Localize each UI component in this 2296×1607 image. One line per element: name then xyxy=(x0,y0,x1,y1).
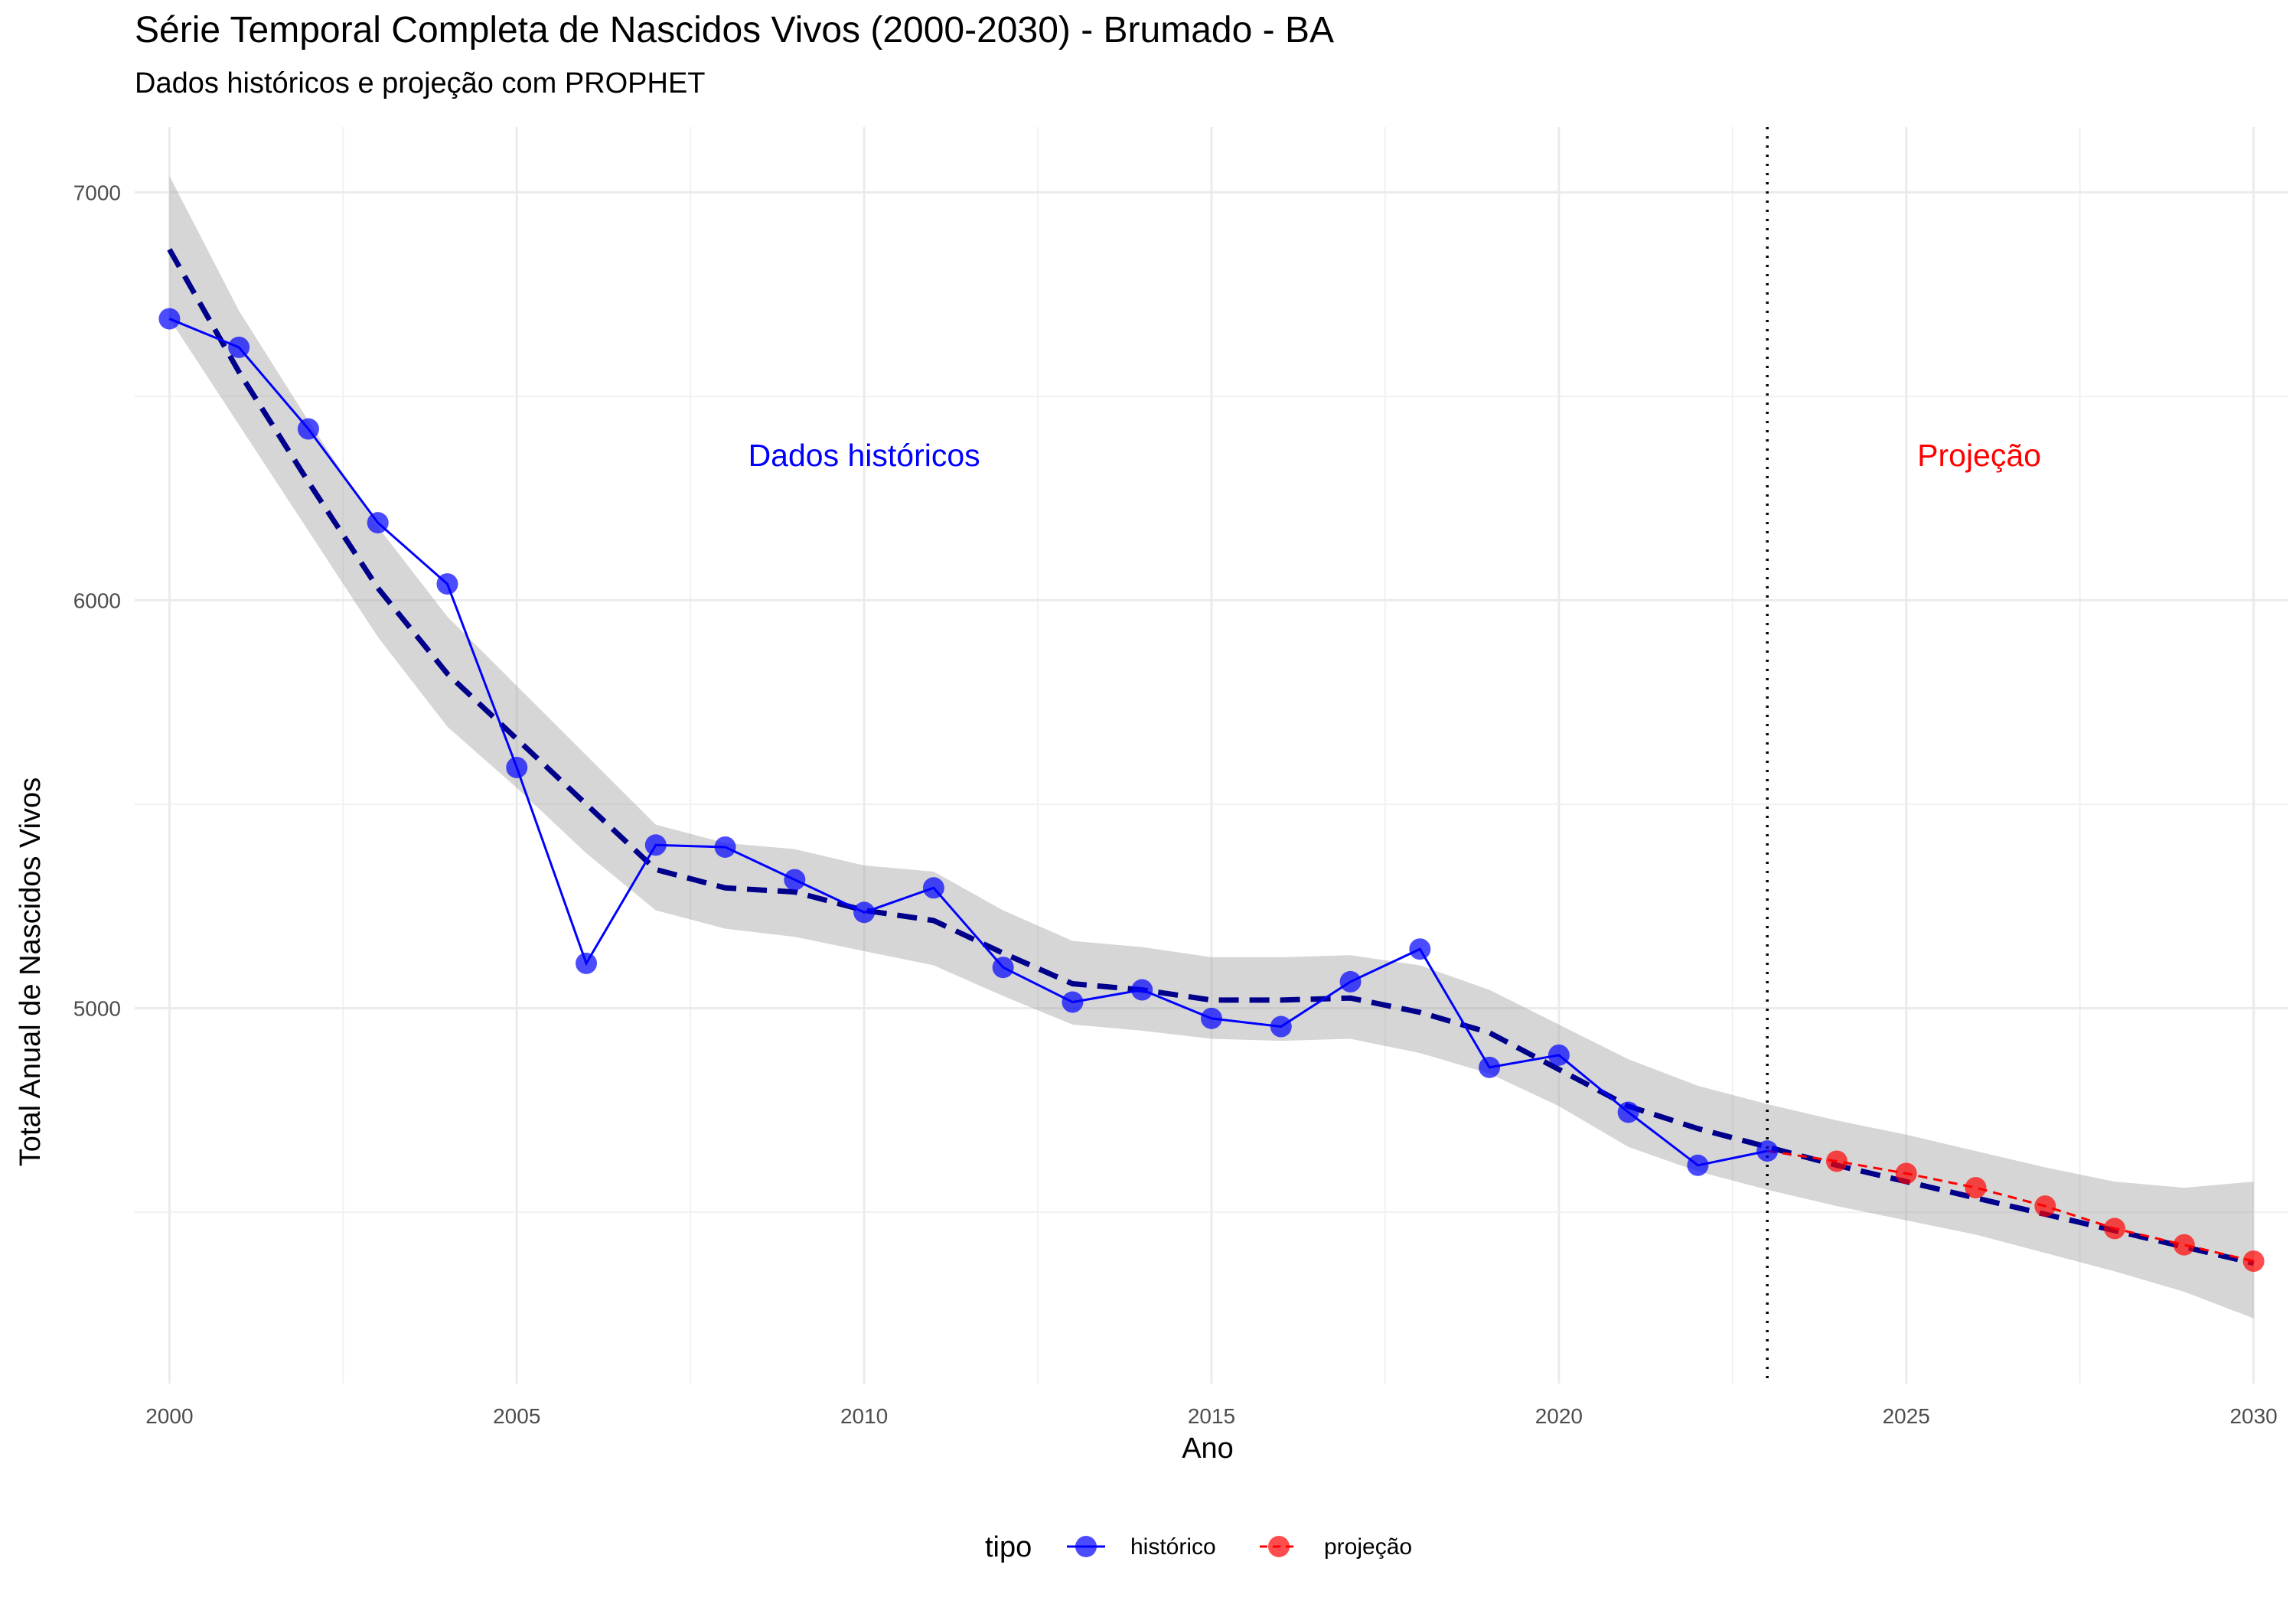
data-point xyxy=(714,836,736,858)
y-axis-title: Total Anual de Nascidos Vivos xyxy=(15,777,47,1166)
x-tick-label: 2020 xyxy=(1535,1404,1583,1428)
data-point xyxy=(1965,1177,1987,1199)
x-tick-label: 2025 xyxy=(1883,1404,1930,1428)
x-tick-label: 2030 xyxy=(2229,1404,2277,1428)
data-point xyxy=(158,308,181,330)
data-point xyxy=(1617,1101,1639,1123)
tick-labels: 2000 2005 2010 2015 2020 2025 2030 5000 6000 7000 xyxy=(73,181,2278,1428)
legend-title: tipo xyxy=(985,1531,1032,1563)
legend: tipo histórico projeção xyxy=(985,1531,1412,1563)
data-point xyxy=(1825,1150,1848,1172)
legend-item-projecao: projeção xyxy=(1260,1534,1412,1560)
data-point xyxy=(2173,1234,2195,1256)
data-point xyxy=(228,336,250,358)
data-point xyxy=(992,957,1014,979)
annotations: Dados históricos Projeção xyxy=(748,438,2041,473)
annotation-label: Dados históricos xyxy=(748,438,980,473)
data-point xyxy=(1131,979,1153,1001)
data-point xyxy=(1270,1015,1292,1038)
grid xyxy=(135,127,2288,1384)
data-point xyxy=(506,756,528,778)
legend-key-point-projecao xyxy=(1268,1536,1290,1557)
annotation-label: Projeção xyxy=(1917,438,2041,473)
data-point xyxy=(2242,1250,2265,1273)
data-point xyxy=(853,901,876,924)
series-line-0 xyxy=(168,318,1768,1167)
y-tick-label: 7000 xyxy=(73,181,121,204)
data-point xyxy=(1201,1007,1222,1029)
chart-subtitle: Dados históricos e projeção com PROPHET xyxy=(135,67,706,99)
x-tick-label: 2005 xyxy=(493,1404,540,1428)
x-axis-title: Ano xyxy=(1182,1433,1234,1465)
legend-item-historico: histórico xyxy=(1067,1534,1216,1560)
data-point xyxy=(922,877,944,899)
data-point xyxy=(367,512,389,534)
y-tick-label: 5000 xyxy=(73,997,121,1021)
data-point xyxy=(2034,1195,2056,1217)
data-point xyxy=(1548,1044,1570,1066)
y-tick-label: 6000 xyxy=(73,588,121,612)
data-point xyxy=(1409,938,1431,960)
data-point xyxy=(1339,970,1362,993)
series-line-1 xyxy=(1766,1149,2254,1263)
data-point xyxy=(644,834,667,856)
data-point xyxy=(1062,991,1084,1013)
series-layer xyxy=(158,308,2265,1273)
legend-label-historico: histórico xyxy=(1130,1534,1216,1560)
chart-title: Série Temporal Completa de Nascidos Vivo… xyxy=(135,10,1334,51)
data-point xyxy=(1687,1154,1709,1176)
x-tick-label: 2010 xyxy=(840,1404,888,1428)
data-point xyxy=(576,952,598,974)
data-point xyxy=(436,573,458,595)
data-point xyxy=(784,869,806,891)
legend-key-point-historico xyxy=(1075,1536,1097,1557)
x-tick-label: 2015 xyxy=(1188,1404,1235,1428)
legend-label-projecao: projeção xyxy=(1324,1534,1412,1560)
data-point xyxy=(2104,1217,2126,1240)
data-point xyxy=(1479,1056,1501,1078)
data-point xyxy=(297,418,319,440)
data-point xyxy=(1895,1162,1917,1185)
data-point xyxy=(1756,1140,1779,1162)
x-tick-label: 2000 xyxy=(145,1404,193,1428)
